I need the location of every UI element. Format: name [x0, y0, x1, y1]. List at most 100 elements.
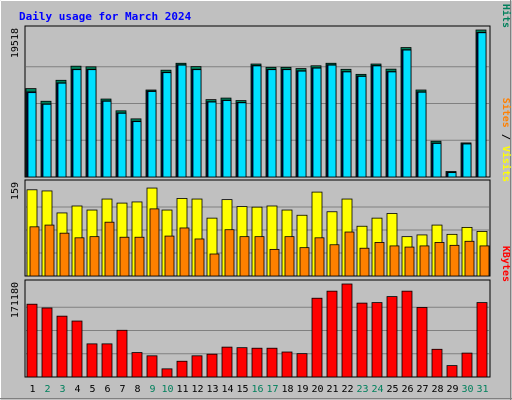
- bar-kbytes-day-24: [371, 302, 383, 378]
- bar-kbytes-day-14: [221, 346, 233, 378]
- bar-pages-day-22: [342, 71, 352, 178]
- x-tick-label-day-22: 22: [341, 384, 353, 395]
- bar-kbytes-day-16: [251, 347, 263, 378]
- y-axis-max-label: 171180: [10, 282, 21, 318]
- bar-sites-day-12: [194, 238, 205, 277]
- bar-kbytes-day-25: [386, 296, 398, 378]
- bar-pages-day-5: [87, 69, 97, 178]
- bar-kbytes-day-22: [341, 283, 353, 378]
- bar-pages-day-21: [327, 64, 337, 178]
- x-tick-label-day-30: 30: [461, 384, 473, 395]
- bar-sites-day-7: [119, 236, 130, 277]
- bar-sites-day-6: [104, 221, 115, 277]
- bar-kbytes-day-4: [71, 320, 83, 378]
- bar-sites-day-3: [59, 232, 70, 277]
- legend-entry: Visits: [500, 146, 512, 182]
- series-legend: Pages / Files / Hits: [500, 0, 512, 28]
- bar-pages-day-14: [222, 100, 232, 178]
- bar-sites-day-18: [284, 236, 295, 277]
- bar-pages-day-27: [417, 91, 427, 178]
- bar-kbytes-day-7: [116, 329, 128, 378]
- x-tick-label-day-9: 9: [149, 384, 155, 395]
- series-kbytes: [26, 283, 488, 378]
- chart-title: Daily usage for March 2024: [19, 10, 192, 23]
- x-tick-label-day-12: 12: [191, 384, 203, 395]
- bar-pages-day-1: [27, 92, 37, 178]
- bar-pages-day-30: [462, 143, 472, 178]
- x-tick-label-day-6: 6: [104, 384, 110, 395]
- series-sites: [29, 208, 490, 277]
- bar-pages-day-25: [387, 71, 397, 178]
- bar-kbytes-day-10: [161, 368, 173, 378]
- legend-entry: KBytes: [500, 246, 511, 282]
- x-tick-label-day-1: 1: [29, 384, 35, 395]
- x-tick-label-day-28: 28: [431, 384, 443, 395]
- bar-sites-day-4: [74, 237, 85, 277]
- bar-pages-day-12: [192, 69, 202, 178]
- bar-kbytes-day-9: [146, 355, 158, 378]
- y-axis-max-label: 19518: [10, 28, 21, 58]
- x-tick-label-day-14: 14: [221, 384, 233, 395]
- bar-pages-day-7: [117, 112, 127, 178]
- bar-kbytes-day-29: [446, 365, 458, 378]
- x-tick-label-day-27: 27: [416, 384, 428, 395]
- legend-separator: /: [500, 0, 511, 4]
- bar-sites-day-26: [404, 246, 415, 277]
- bar-sites-day-15: [239, 236, 250, 277]
- x-tick-label-day-7: 7: [119, 384, 125, 395]
- bar-sites-day-9: [149, 208, 160, 277]
- series-legend: KBytes: [500, 246, 511, 282]
- bar-sites-day-8: [134, 236, 145, 277]
- bar-sites-day-10: [164, 235, 175, 277]
- bar-pages-day-4: [72, 69, 82, 178]
- x-tick-label-day-8: 8: [134, 384, 140, 395]
- bar-sites-day-21: [329, 244, 340, 277]
- x-tick-label-day-26: 26: [401, 384, 413, 395]
- bar-kbytes-day-18: [281, 351, 293, 378]
- bar-pages-day-2: [42, 103, 52, 178]
- bar-kbytes-day-26: [401, 290, 413, 378]
- bar-kbytes-day-20: [311, 297, 323, 378]
- bar-kbytes-day-13: [206, 353, 218, 378]
- bar-pages-day-13: [207, 101, 217, 178]
- bar-kbytes-day-17: [266, 347, 278, 378]
- bar-sites-day-16: [254, 236, 265, 277]
- panel-visits_sites: 159 Sites / Visits: [10, 98, 512, 277]
- series-legend: Sites / Visits: [500, 98, 512, 182]
- bar-sites-day-31: [479, 245, 490, 277]
- bar-pages-day-31: [477, 32, 487, 178]
- bar-pages-day-18: [282, 69, 292, 178]
- bar-pages-day-28: [432, 143, 442, 178]
- bar-sites-day-17: [269, 248, 280, 277]
- x-tick-label-day-19: 19: [296, 384, 308, 395]
- x-tick-label-day-11: 11: [176, 384, 188, 395]
- x-tick-label-day-3: 3: [59, 384, 65, 395]
- bar-kbytes-day-30: [461, 352, 473, 378]
- bar-sites-day-13: [209, 253, 220, 277]
- bar-pages-day-11: [177, 64, 187, 178]
- legend-separator: /: [500, 128, 511, 146]
- bar-kbytes-day-1: [26, 303, 38, 378]
- bar-kbytes-day-5: [86, 343, 98, 378]
- bar-pages-day-23: [357, 76, 367, 178]
- series-pages: [27, 32, 487, 178]
- bar-pages-day-9: [147, 91, 157, 178]
- x-tick-label-day-15: 15: [236, 384, 248, 395]
- x-tick-label-day-24: 24: [371, 384, 383, 395]
- bar-sites-day-20: [314, 237, 325, 277]
- legend-entry: Sites: [500, 98, 512, 128]
- panel-kbytes: 171180 KBytes: [10, 246, 511, 378]
- bar-sites-day-27: [419, 245, 430, 277]
- bar-pages-day-19: [297, 70, 307, 178]
- bar-kbytes-day-6: [101, 343, 113, 378]
- x-tick-label-day-29: 29: [446, 384, 458, 395]
- bar-pages-day-15: [237, 102, 247, 178]
- bar-sites-day-14: [224, 229, 235, 277]
- x-tick-label-day-10: 10: [161, 384, 173, 395]
- bar-kbytes-day-31: [476, 302, 488, 378]
- bar-pages-day-20: [312, 67, 322, 178]
- bar-sites-day-22: [344, 231, 355, 277]
- panel-hits_files_pages: 19518 Pages / Files / Hits: [10, 0, 512, 178]
- bar-sites-day-24: [374, 242, 385, 277]
